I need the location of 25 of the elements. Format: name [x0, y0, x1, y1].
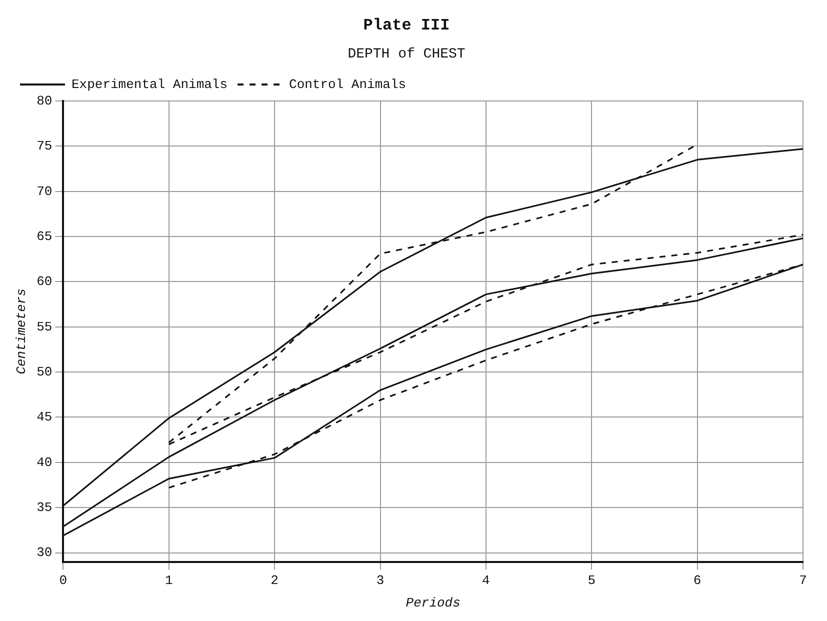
x-axis-title: Periods	[406, 596, 460, 611]
y-tick-label: 70	[36, 184, 52, 199]
x-tick-label: 3	[376, 573, 384, 588]
y-tick-label: 40	[36, 454, 52, 470]
y-tick-label: 65	[36, 228, 52, 244]
x-tick-label: 7	[799, 573, 807, 588]
x-tick-label: 1	[164, 573, 173, 588]
y-tick-label: 35	[36, 500, 52, 516]
x-tick-label: 2	[270, 573, 278, 588]
legend-label: Experimental Animals	[72, 76, 228, 92]
y-axis-title: Centimeters	[14, 288, 30, 374]
x-tick-label: 4	[482, 573, 490, 588]
y-tick-label: 60	[36, 274, 52, 290]
y-tick-label: 80	[36, 93, 52, 108]
y-tick-label: 50	[36, 364, 52, 380]
y-tick-label: 45	[36, 410, 52, 425]
y-tick-label: 55	[36, 319, 52, 334]
x-tick-label: 0	[59, 573, 68, 588]
y-tick-label: 75	[36, 138, 52, 154]
chart-title: Plate III	[363, 16, 450, 35]
y-tick-label: 30	[36, 545, 52, 560]
x-tick-label: 6	[693, 573, 702, 588]
chart-subtitle: DEPTH of CHEST	[348, 46, 466, 62]
legend-label: Control Animals	[289, 76, 406, 92]
x-tick-label: 5	[588, 573, 596, 588]
